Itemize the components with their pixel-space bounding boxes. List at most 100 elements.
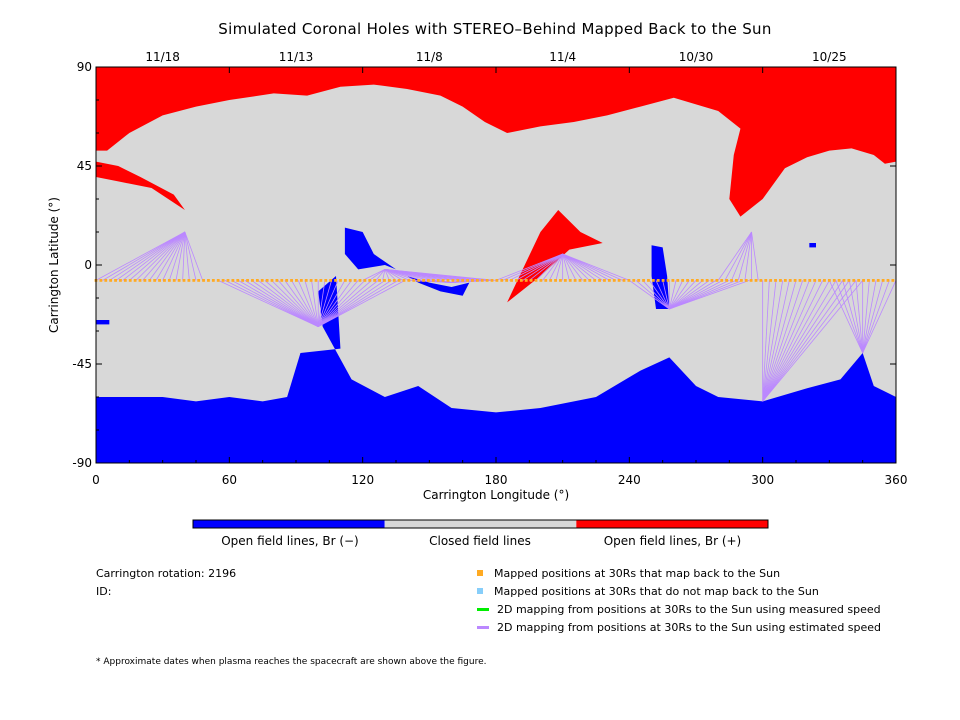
field-line bbox=[115, 231, 186, 281]
mapped-position-point bbox=[441, 279, 445, 282]
legend-label-mapped: Mapped positions at 30Rs that map back t… bbox=[494, 566, 781, 580]
colorbar-label-open-negative: Open field lines, Br (−) bbox=[221, 534, 359, 548]
field-line bbox=[669, 280, 703, 310]
mapped-position-point bbox=[563, 279, 567, 282]
field-line bbox=[669, 280, 737, 310]
field-line bbox=[231, 280, 319, 327]
mapped-position-point bbox=[744, 279, 748, 282]
field-line bbox=[369, 269, 386, 281]
mapped-position-point bbox=[539, 279, 543, 282]
mapped-position-point bbox=[231, 279, 235, 282]
field-line bbox=[762, 280, 817, 402]
mapped-position-point bbox=[202, 279, 205, 282]
mapped-position-point bbox=[837, 279, 841, 282]
mapped-position-point bbox=[827, 279, 831, 282]
field-line bbox=[284, 280, 319, 327]
field-line bbox=[562, 253, 630, 281]
mapped-position-point bbox=[236, 279, 240, 282]
mapped-position-point bbox=[226, 279, 230, 282]
mapped-position-point bbox=[823, 279, 826, 282]
mapped-position-point bbox=[769, 279, 773, 282]
mapped-position-point bbox=[304, 279, 308, 282]
mapped-position-point bbox=[314, 279, 318, 282]
mapped-position-point bbox=[519, 279, 523, 282]
mapped-position-point bbox=[334, 279, 337, 282]
field-line bbox=[848, 280, 864, 354]
colorbar-label-closed: Closed field lines bbox=[429, 534, 531, 548]
x-tick-label: 240 bbox=[618, 473, 641, 487]
mapped-position-point bbox=[373, 279, 377, 282]
field-line bbox=[642, 280, 670, 310]
mapped-position-point bbox=[255, 279, 259, 282]
mapped-position-point bbox=[172, 279, 176, 282]
field-line bbox=[762, 280, 797, 402]
x-tick-label: 300 bbox=[751, 473, 774, 487]
field-line bbox=[317, 280, 386, 327]
field-line bbox=[175, 231, 186, 281]
mapped-position-point bbox=[867, 279, 870, 282]
mapped-position-point bbox=[554, 279, 557, 282]
field-line bbox=[669, 280, 697, 310]
mapped-position-point bbox=[568, 279, 572, 282]
mapped-position-point bbox=[593, 279, 597, 282]
field-line bbox=[535, 253, 563, 281]
legend-label-unmapped: Mapped positions at 30Rs that do not map… bbox=[494, 584, 819, 598]
top-date-label: 10/25 bbox=[812, 50, 847, 64]
field-line bbox=[562, 253, 570, 281]
legend-swatch-estimated-speed bbox=[477, 625, 489, 629]
field-line bbox=[375, 269, 386, 281]
field-line bbox=[669, 280, 690, 310]
field-line bbox=[762, 280, 824, 402]
mapped-position-point bbox=[759, 279, 763, 282]
field-line bbox=[95, 231, 186, 281]
mapped-position-point bbox=[847, 279, 851, 282]
mapped-position-point bbox=[329, 279, 333, 282]
field-line bbox=[562, 253, 623, 281]
mapped-position-point bbox=[260, 279, 264, 282]
id-label: ID: bbox=[96, 585, 112, 598]
field-line bbox=[362, 269, 386, 281]
field-line bbox=[384, 269, 497, 281]
top-date-label: 11/13 bbox=[279, 50, 314, 64]
mapped-position-point bbox=[407, 279, 411, 282]
mapped-position-point bbox=[607, 279, 611, 282]
field-line bbox=[317, 280, 379, 327]
field-line bbox=[562, 253, 597, 281]
field-line-fan-2 bbox=[362, 269, 497, 281]
mapped-position-point bbox=[617, 279, 621, 282]
field-line bbox=[562, 253, 583, 281]
mapped-position-point bbox=[857, 279, 861, 282]
mapped-position-point bbox=[241, 279, 245, 282]
field-line bbox=[135, 231, 186, 281]
mapped-position-point bbox=[622, 279, 626, 282]
field-line-fan-1 bbox=[218, 280, 406, 327]
field-line bbox=[668, 280, 677, 310]
field-line bbox=[224, 280, 319, 327]
mapped-position-point bbox=[280, 279, 284, 282]
field-line bbox=[495, 253, 563, 281]
mapped-position-point bbox=[642, 279, 645, 282]
field-line bbox=[311, 280, 319, 327]
mapped-position-point bbox=[275, 279, 279, 282]
field-line bbox=[762, 280, 810, 402]
field-line bbox=[762, 280, 790, 402]
field-line bbox=[649, 280, 670, 310]
y-axis-title: Carrington Latitude (°) bbox=[47, 197, 61, 333]
field-line bbox=[668, 280, 684, 310]
mapped-position-point bbox=[842, 279, 846, 282]
mapped-position-point bbox=[339, 279, 342, 282]
chart-title: Simulated Coronal Holes with STEREO–Behi… bbox=[218, 20, 772, 38]
field-line bbox=[317, 280, 359, 327]
x-tick-label: 120 bbox=[351, 473, 374, 487]
mapped-position-point bbox=[475, 279, 479, 282]
field-line bbox=[562, 253, 577, 281]
mapped-position-point bbox=[109, 279, 113, 282]
coronal-hole-negative-7 bbox=[809, 243, 816, 248]
mapped-position-point bbox=[207, 279, 210, 282]
mapped-position-point bbox=[211, 279, 215, 282]
mapped-position-point bbox=[422, 279, 425, 282]
mapped-position-point bbox=[446, 279, 450, 282]
field-line bbox=[635, 280, 670, 310]
field-line-fan-4 bbox=[495, 253, 630, 281]
field-line bbox=[102, 231, 186, 281]
